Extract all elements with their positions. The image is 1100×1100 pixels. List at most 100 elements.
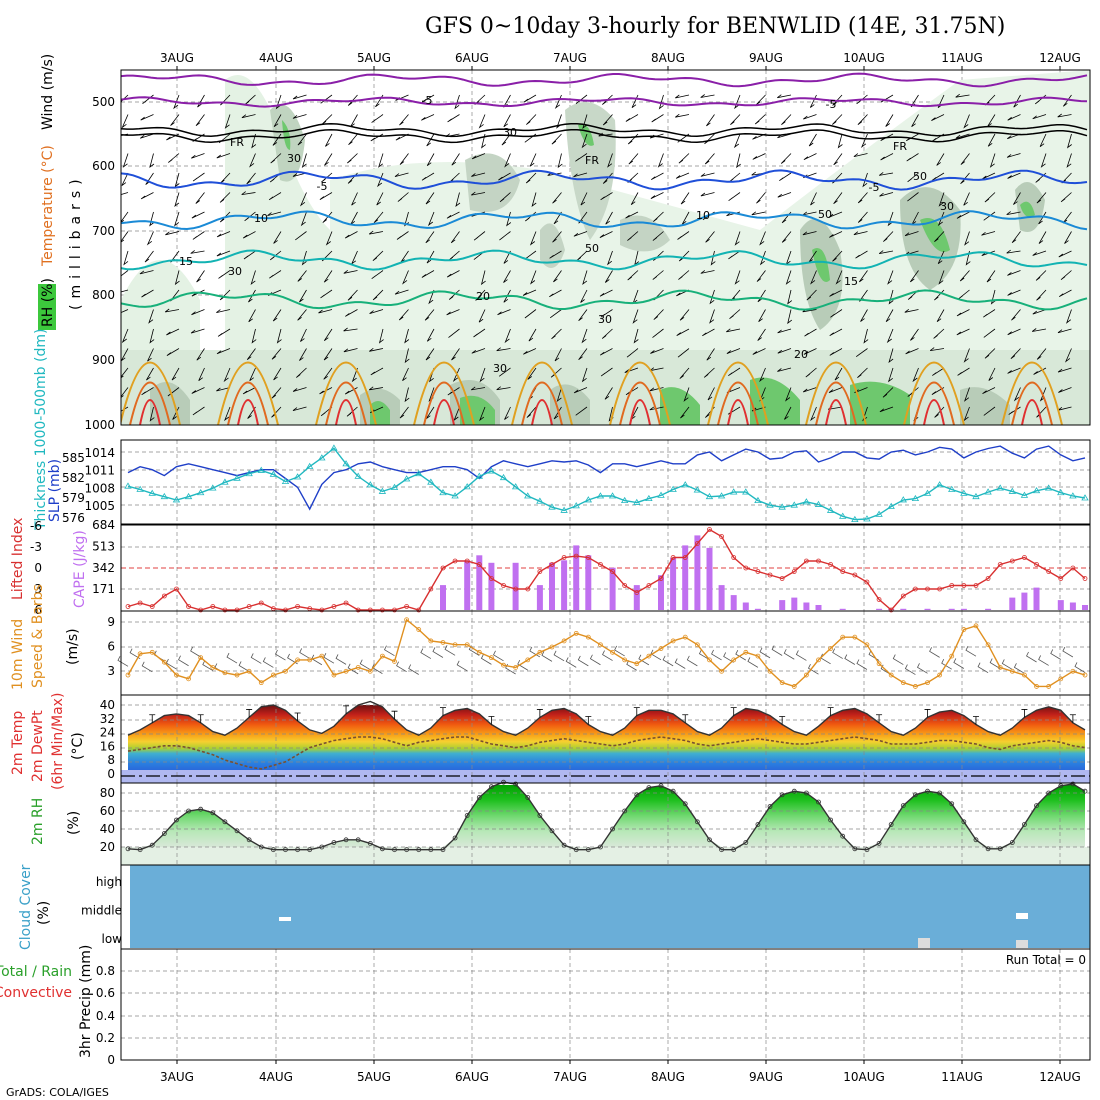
- wind-speed-point: [888, 672, 894, 678]
- wind-speed-point: [379, 653, 385, 659]
- wind-barb: [983, 328, 996, 338]
- wind-barb: [241, 191, 256, 195]
- wind-barb: [169, 427, 179, 436]
- thickness-point: [269, 470, 278, 477]
- minmax-whisker: [633, 707, 640, 716]
- relative-humidity-point: [670, 788, 676, 794]
- wind-barb: [174, 270, 180, 286]
- thickness-point: [705, 492, 714, 500]
- wind-barb: [963, 348, 970, 363]
- wind-barb: [703, 427, 714, 436]
- rh-tick: 80: [100, 786, 115, 800]
- relative-humidity-point: [622, 808, 628, 814]
- thickness-point: [281, 477, 290, 484]
- surface-wind-barb: [408, 664, 419, 675]
- wind-speed-point: [816, 657, 821, 663]
- lifted-index-point: [549, 562, 555, 567]
- wind-barb: [219, 211, 231, 223]
- wind-barb: [600, 192, 613, 201]
- wind-barb: [931, 114, 945, 121]
- wind-barb: [828, 211, 843, 218]
- wind-barb: [887, 367, 894, 383]
- cape-bar: [839, 608, 846, 610]
- lifted-index-point: [125, 604, 131, 609]
- lifted-index-point: [161, 593, 167, 599]
- isotherm-25: [315, 361, 377, 425]
- relative-humidity-point: [719, 847, 724, 853]
- wind-barb: [399, 114, 409, 126]
- wind-barb: [499, 192, 511, 203]
- wind-barb: [781, 114, 792, 126]
- wind-barb: [830, 309, 843, 318]
- relative-humidity-point: [816, 799, 821, 805]
- wind-barb: [829, 348, 843, 356]
- isotherm-30: [325, 381, 367, 425]
- wind-barb: [933, 328, 945, 339]
- cape-bar: [742, 602, 749, 610]
- wind-barb: [700, 270, 715, 274]
- cape-bar: [900, 608, 907, 610]
- wind-barb: [479, 367, 486, 383]
- lifted-index-point: [682, 555, 688, 560]
- wind-barb: [1062, 427, 1071, 437]
- relative-humidity-point: [295, 847, 300, 853]
- surface-wind-barb: [117, 656, 129, 667]
- wind-barb: [936, 309, 945, 323]
- wind-barb: [269, 250, 282, 261]
- cloud-unit: (%): [36, 901, 52, 925]
- isotherm-25: [511, 361, 573, 425]
- temp-label: Temperature (°C): [40, 145, 56, 267]
- wind-barb: [1038, 231, 1047, 244]
- wind-barb: [522, 289, 537, 296]
- surface-wind-barb: [892, 654, 904, 665]
- wind-barb: [242, 231, 256, 239]
- relative-humidity-point: [1058, 783, 1064, 789]
- run-total: Run Total = 0: [1006, 953, 1086, 967]
- wind-barb: [604, 427, 612, 438]
- wind-speed-point: [513, 665, 519, 670]
- x-tick-label-top: 4AUG: [259, 51, 293, 65]
- wind-barb: [470, 386, 486, 391]
- wind-barb: [454, 94, 460, 110]
- wind-barb: [863, 328, 869, 344]
- wind-barb: [573, 172, 588, 178]
- relative-humidity-point: [392, 847, 397, 853]
- wind-barb: [803, 153, 817, 161]
- wind-barb: [599, 231, 613, 238]
- surface-wind-barb: [977, 662, 989, 674]
- thickness-point: [584, 496, 593, 503]
- wind-barb: [223, 367, 231, 383]
- cape-bar: [694, 535, 701, 610]
- wind-barb: [575, 406, 588, 416]
- surface-wind-barb: [795, 650, 807, 661]
- thickness-tick: 582: [62, 471, 85, 485]
- thickness-point: [415, 469, 423, 477]
- lifted-index-point: [694, 541, 700, 546]
- wind-barb: [273, 114, 282, 128]
- wind-barb: [297, 270, 307, 282]
- wind-barb: [955, 93, 970, 98]
- relative-humidity-point: [525, 795, 531, 800]
- thickness-point: [306, 462, 314, 469]
- wind-barb: [174, 211, 180, 227]
- cape-bar: [985, 608, 992, 610]
- thickness-point: [293, 473, 302, 480]
- contour-label: 20: [794, 348, 808, 361]
- isotherm-minus10: [121, 72, 1088, 88]
- wind-barb: [906, 153, 919, 162]
- relative-humidity-point: [501, 779, 506, 785]
- wind-barb: [757, 328, 766, 341]
- thickness-point: [572, 502, 580, 509]
- wind-barb: [292, 94, 307, 100]
- wind-barb: [371, 270, 384, 280]
- lifted-index-point: [876, 597, 882, 602]
- wind-barb: [243, 250, 256, 260]
- wind-barb: [677, 231, 690, 240]
- wind-barb: [275, 94, 282, 110]
- precip-conv-label: Convective: [0, 985, 72, 1001]
- wind-barb: [828, 387, 843, 393]
- wind-barb: [394, 289, 409, 295]
- rh-gradient: [128, 785, 1085, 847]
- thickness-point: [475, 472, 484, 479]
